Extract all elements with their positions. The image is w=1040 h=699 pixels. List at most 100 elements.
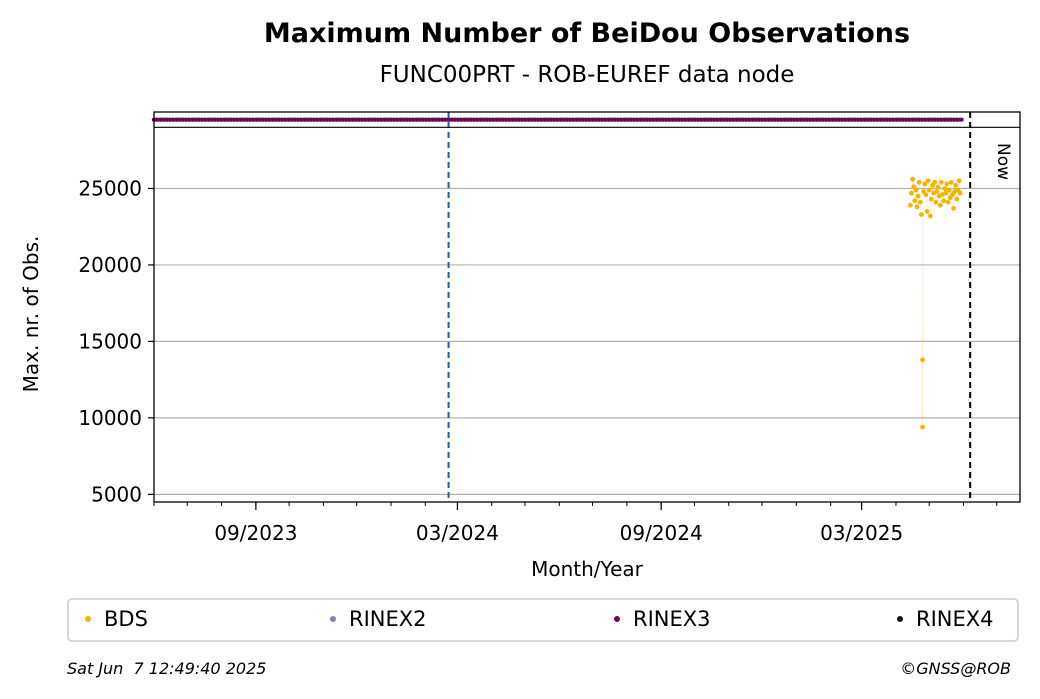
rinex3-band-point [420, 117, 425, 122]
rinex3-band-point [782, 117, 787, 122]
rinex3-band-point [817, 117, 822, 122]
rinex3-band-point [923, 117, 928, 122]
rinex3-band-point [359, 117, 365, 122]
rinex3-band-point [455, 117, 461, 122]
rinex3-band-point [164, 117, 169, 122]
rinex3-band-point [212, 117, 217, 122]
rinex3-band-point [788, 117, 793, 122]
legend-label-rinex3: RINEX3 [633, 607, 711, 631]
rinex3-band-point [433, 117, 438, 122]
rinex3-band-point [462, 117, 467, 122]
rinex3-band-point [865, 117, 870, 122]
rinex3-band-point [631, 117, 637, 122]
rinex3-band-point [641, 117, 646, 122]
rinex3-band-point [718, 117, 723, 122]
rinex3-band-point [158, 117, 163, 122]
rinex3-band-point [190, 117, 195, 122]
rinex3-band-point [225, 117, 230, 122]
rinex3-band-point [814, 117, 819, 122]
legend-marker-rinex4 [897, 616, 903, 622]
grid [154, 187, 1020, 495]
rinex3-band-point [343, 117, 349, 122]
rinex3-band-point [935, 117, 941, 122]
rinex3-band-point [481, 117, 486, 122]
rinex3-band-point [692, 117, 697, 122]
rinex3-band-point [779, 117, 784, 122]
rinex3-band-point [750, 117, 755, 122]
rinex3-band-point [558, 117, 563, 122]
legend-box [67, 598, 1019, 642]
rinex3-band-point [635, 117, 640, 122]
x-axis-title: Month/Year [531, 557, 644, 581]
bds-data-point [951, 205, 956, 211]
rinex3-band-point [404, 117, 409, 122]
rinex3-band-point [311, 117, 317, 122]
rinex3-band-point [244, 117, 249, 122]
bds-data-point [946, 187, 952, 193]
bds-data-point [925, 178, 931, 184]
rinex3-band-point [926, 117, 931, 122]
rinex3-band-point [843, 117, 848, 122]
rinex3-band-point [903, 117, 909, 122]
rinex3-band-point [622, 117, 627, 122]
rinex3-band-point [292, 117, 297, 122]
rinex3-band-point [743, 117, 749, 122]
rinex3-band-point [795, 117, 800, 122]
rinex3-band-point [910, 117, 915, 122]
rinex3-band-point [801, 117, 806, 122]
rinex3-band-point [804, 117, 809, 122]
bds-data-point [927, 213, 933, 219]
rinex3-band-point [535, 117, 541, 122]
rinex3-band-point [564, 117, 569, 122]
rinex3-band-point [526, 117, 531, 122]
bds-data-point [926, 187, 932, 193]
rinex3-band-point [695, 117, 701, 122]
rinex3-band-point [875, 117, 880, 122]
rinex3-band-point [494, 117, 499, 122]
rinex3-band-point [331, 117, 336, 122]
bds-data-point [920, 357, 925, 363]
rinex3-band-point [468, 117, 473, 122]
rinex3-band-point [625, 117, 630, 122]
bds-data-point [941, 198, 946, 204]
rinex3-band-point [593, 117, 598, 122]
rinex3-band-point [379, 117, 384, 122]
rinex3-band-point [295, 117, 301, 122]
rinex3-band-point [452, 117, 457, 122]
rinex3-band-point [532, 117, 537, 122]
bds-data-point [943, 190, 949, 196]
rinex3-band-point [539, 117, 544, 122]
rinex3-band-point [254, 117, 259, 122]
rinex3-band-point [459, 117, 464, 122]
bds-data-point [922, 181, 928, 187]
rinex3-band-point [567, 117, 573, 122]
chart-subtitle: FUNC00PRT - ROB-EUREF data node [380, 62, 795, 88]
rinex3-band-point [513, 117, 518, 122]
rinex3-band-point [724, 117, 729, 122]
rinex3-band-point [798, 117, 803, 122]
rinex3-band-point [836, 117, 841, 122]
rinex3-band-point [385, 117, 390, 122]
rinex3-band-point [507, 117, 512, 122]
rinex3-band-point [590, 117, 595, 122]
rinex3-band-point [577, 117, 582, 122]
rinex3-band-point [238, 117, 243, 122]
legend-label-rinex2: RINEX2 [349, 607, 427, 631]
rinex3-band-point [491, 117, 496, 122]
bds-data-point [909, 190, 914, 196]
legend-marker-rinex2 [330, 616, 336, 622]
rinex3-band-point [417, 117, 422, 122]
rinex3-band-point [583, 117, 589, 122]
bds-data-point [916, 179, 922, 185]
rinex3-band-point [369, 117, 374, 122]
rinex3-band-point [398, 117, 403, 122]
rinex3-band-point [209, 117, 214, 122]
rinex3-band-point [193, 117, 198, 122]
rinex3-band-point [951, 117, 957, 122]
rinex3-band-point [465, 117, 470, 122]
rinex3-band-point [657, 117, 662, 122]
rinex3-band-point [155, 117, 160, 122]
rinex3-band-point [471, 117, 477, 122]
bds-data-point [924, 209, 930, 214]
rinex3-band-point [302, 117, 307, 122]
